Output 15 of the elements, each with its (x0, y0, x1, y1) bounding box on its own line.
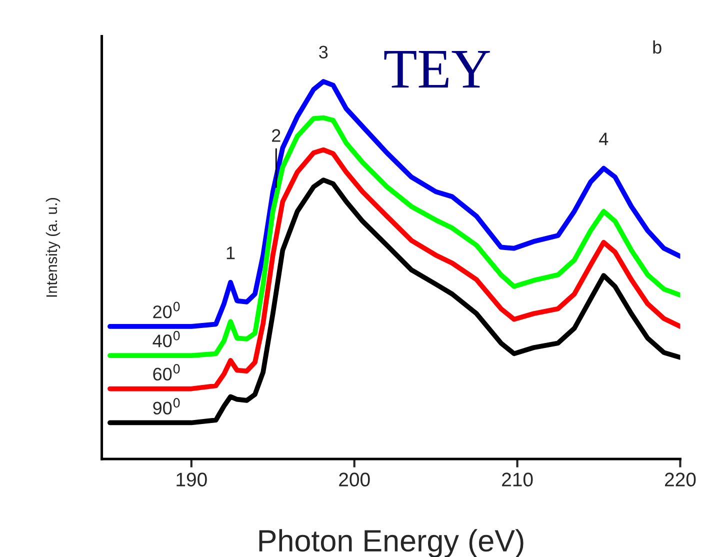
annotation: 1 (226, 246, 235, 260)
annotation: 2 (272, 129, 280, 142)
text: b (653, 40, 662, 54)
x-tick-label: 200 (339, 472, 370, 486)
annotation: 4 (599, 132, 608, 146)
x-tick-label: 220 (664, 472, 696, 486)
series-label: 90$^{0}$ (153, 398, 180, 414)
x-tick-label: 190 (176, 472, 207, 486)
series-label: 20$^{0}$ (153, 302, 180, 318)
series-label: 60$^{0}$ (153, 364, 180, 381)
annotation: 3 (319, 46, 328, 58)
x-tick-label: 210 (502, 472, 533, 486)
chart-title: TEY (384, 51, 490, 88)
series-label: 40$^{0}$ (152, 330, 180, 348)
y-axis-title: Intensity (a. u.) (46, 198, 60, 297)
